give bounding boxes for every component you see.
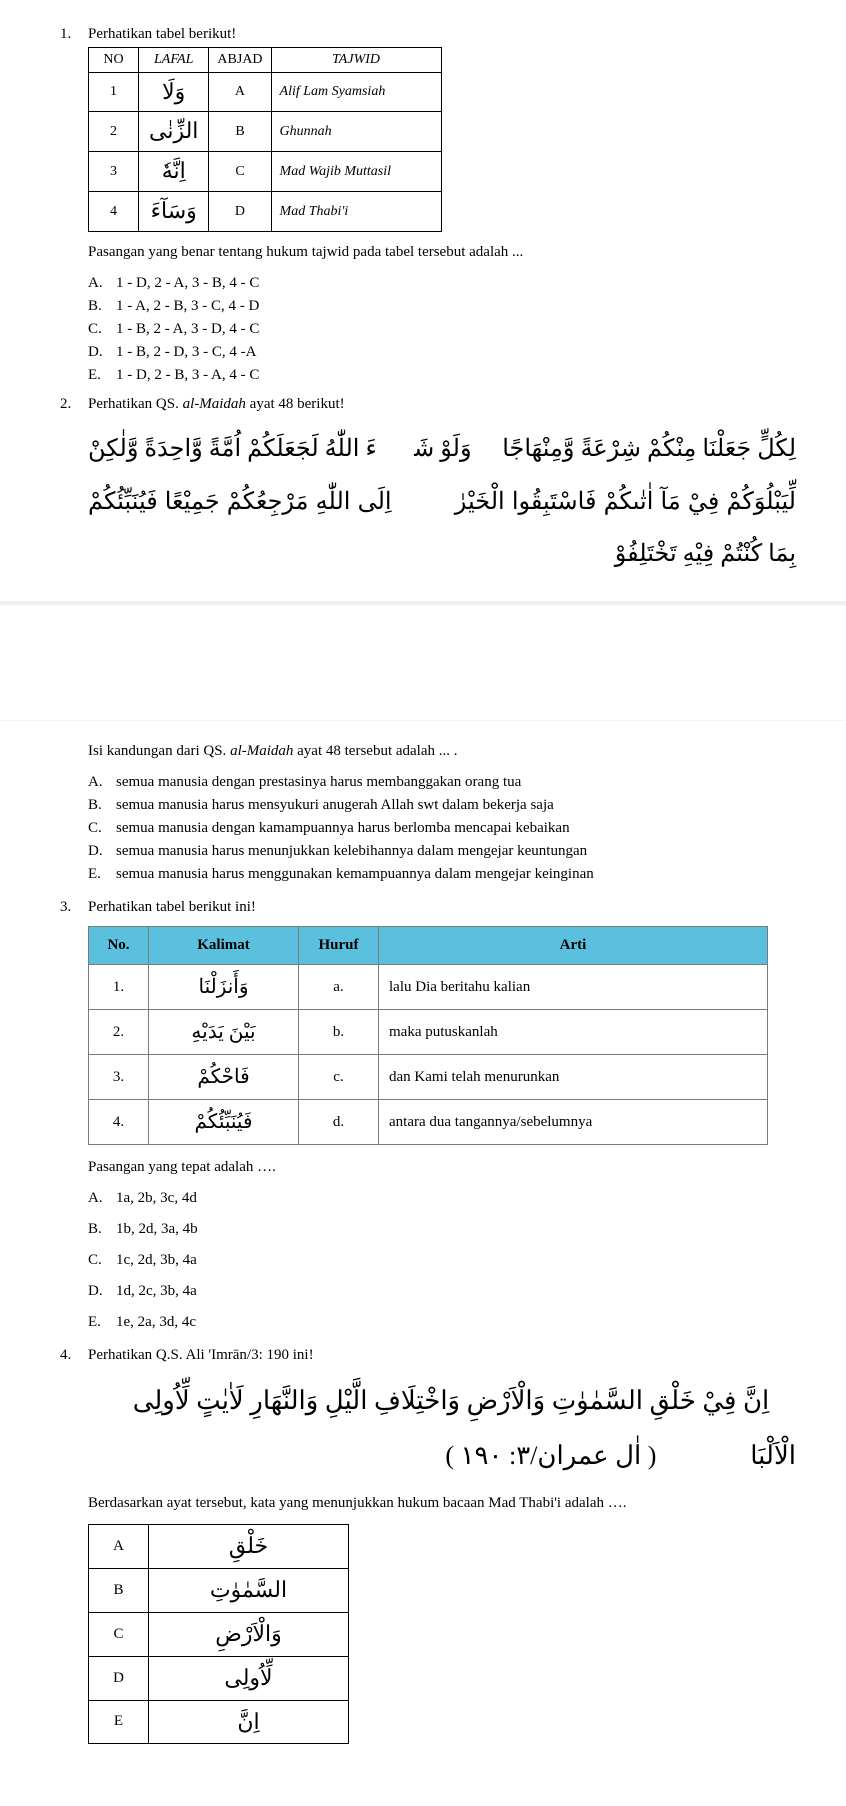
table-row[interactable]: Eاِنَّ — [89, 1700, 349, 1744]
q3-table: No. Kalimat Huruf Arti 1. وَأَنزَلْنَا a… — [88, 926, 768, 1145]
table-row[interactable]: Aخَلْقِ — [89, 1525, 349, 1569]
question-stem: Perhatikan Q.S. Ali 'Imrān/3: 190 ini! — [88, 1345, 806, 1366]
option-a[interactable]: A.1 - D, 2 - A, 3 - B, 4 - C — [88, 273, 806, 294]
q2-options: A.semua manusia dengan prestasinya harus… — [88, 772, 806, 885]
q1-options: A.1 - D, 2 - A, 3 - B, 4 - C B.1 - A, 2 … — [88, 273, 806, 386]
q3-th-no: No. — [89, 927, 149, 965]
option-e[interactable]: E.semua manusia harus menggunakan kemamp… — [88, 864, 806, 885]
table-row: 4. فَيُنَبِّئُكُمْ d. antara dua tangann… — [89, 1100, 768, 1145]
q3-th-kalimat: Kalimat — [149, 927, 299, 965]
question-2: 2. Perhatikan QS. al-Maidah ayat 48 beri… — [60, 394, 806, 415]
option-c[interactable]: C.semua manusia dengan kamampuannya haru… — [88, 818, 806, 839]
question-stem: Perhatikan tabel berikut! — [88, 24, 806, 45]
question-1: 1. Perhatikan tabel berikut! — [60, 24, 806, 45]
option-c[interactable]: C.1 - B, 2 - A, 3 - D, 4 - C — [88, 319, 806, 340]
q3-post: Pasangan yang tepat adalah …. — [88, 1157, 806, 1178]
q3-options: A.1a, 2b, 3c, 4d B.1b, 2d, 3a, 4b C.1c, … — [88, 1188, 806, 1333]
table-row[interactable]: Cوَالْاَرْضِ — [89, 1612, 349, 1656]
q1-th-no: NO — [89, 48, 139, 73]
option-e[interactable]: E.1 - D, 2 - B, 3 - A, 4 - C — [88, 365, 806, 386]
page-gap — [0, 601, 846, 721]
q3-th-arti: Arti — [379, 927, 768, 965]
table-row: 2. بَيْنَ يَدَيْهِ b. maka putuskanlah — [89, 1010, 768, 1055]
q1-post: Pasangan yang benar tentang hukum tajwid… — [88, 242, 806, 263]
option-b[interactable]: B.1b, 2d, 3a, 4b — [88, 1219, 806, 1240]
option-d[interactable]: D.semua manusia harus menunjukkan kelebi… — [88, 841, 806, 862]
question-number: 2. — [60, 394, 88, 415]
question-3: 3. Perhatikan tabel berikut ini! — [60, 897, 806, 918]
q4-arabic: ﴿ اِنَّ فِيْ خَلْقِ السَّمٰوٰتِ وَالْاَر… — [88, 1374, 796, 1483]
q1-table: NO LAFAL ABJAD TAJWID 1 وَلَا A Alif Lam… — [88, 47, 442, 232]
table-row: 3. فَاحْكُمْ c. dan Kami telah menurunka… — [89, 1055, 768, 1100]
table-row: 3 اِنَّهٗ C Mad Wajib Muttasil — [89, 152, 442, 192]
table-row: 1. وَأَنزَلْنَا a. lalu Dia beritahu kal… — [89, 965, 768, 1010]
question-number: 1. — [60, 24, 88, 45]
option-c[interactable]: C.1c, 2d, 3b, 4a — [88, 1250, 806, 1271]
question-stem: Perhatikan QS. al-Maidah ayat 48 berikut… — [88, 394, 806, 415]
question-number: 3. — [60, 897, 88, 918]
option-b[interactable]: B.1 - A, 2 - B, 3 - C, 4 - D — [88, 296, 806, 317]
q2-arabic: لِكُلٍّ جَعَلْنَا مِنْكُمْ شِرْعَةً وَّم… — [88, 423, 796, 581]
q1-th-abjad: ABJAD — [209, 48, 271, 73]
option-d[interactable]: D.1 - B, 2 - D, 3 - C, 4 -A — [88, 342, 806, 363]
q4-post: Berdasarkan ayat tersebut, kata yang men… — [88, 1493, 806, 1514]
option-d[interactable]: D.1d, 2c, 3b, 4a — [88, 1281, 806, 1302]
option-a[interactable]: A.semua manusia dengan prestasinya harus… — [88, 772, 806, 793]
table-row: 1 وَلَا A Alif Lam Syamsiah — [89, 72, 442, 112]
q1-th-tajwid: TAJWID — [271, 48, 441, 73]
option-b[interactable]: B.semua manusia harus mensyukuri anugera… — [88, 795, 806, 816]
table-row: 2 الزِّنٰى B Ghunnah — [89, 112, 442, 152]
option-e[interactable]: E.1e, 2a, 3d, 4c — [88, 1312, 806, 1333]
table-row: 4 وَسَآءَ D Mad Thabi'i — [89, 191, 442, 231]
question-number: 4. — [60, 1345, 88, 1366]
q2-substem: Isi kandungan dari QS. al-Maidah ayat 48… — [88, 741, 806, 762]
option-a[interactable]: A.1a, 2b, 3c, 4d — [88, 1188, 806, 1209]
question-stem: Perhatikan tabel berikut ini! — [88, 897, 806, 918]
q4-table: Aخَلْقِ Bالسَّمٰوٰتِ Cوَالْاَرْضِ Dلِّاُ… — [88, 1524, 349, 1744]
table-row[interactable]: Bالسَّمٰوٰتِ — [89, 1569, 349, 1613]
q3-th-huruf: Huruf — [299, 927, 379, 965]
q1-th-lafal: LAFAL — [139, 48, 209, 73]
table-row[interactable]: Dلِّاُولِى — [89, 1656, 349, 1700]
question-4: 4. Perhatikan Q.S. Ali 'Imrān/3: 190 ini… — [60, 1345, 806, 1366]
